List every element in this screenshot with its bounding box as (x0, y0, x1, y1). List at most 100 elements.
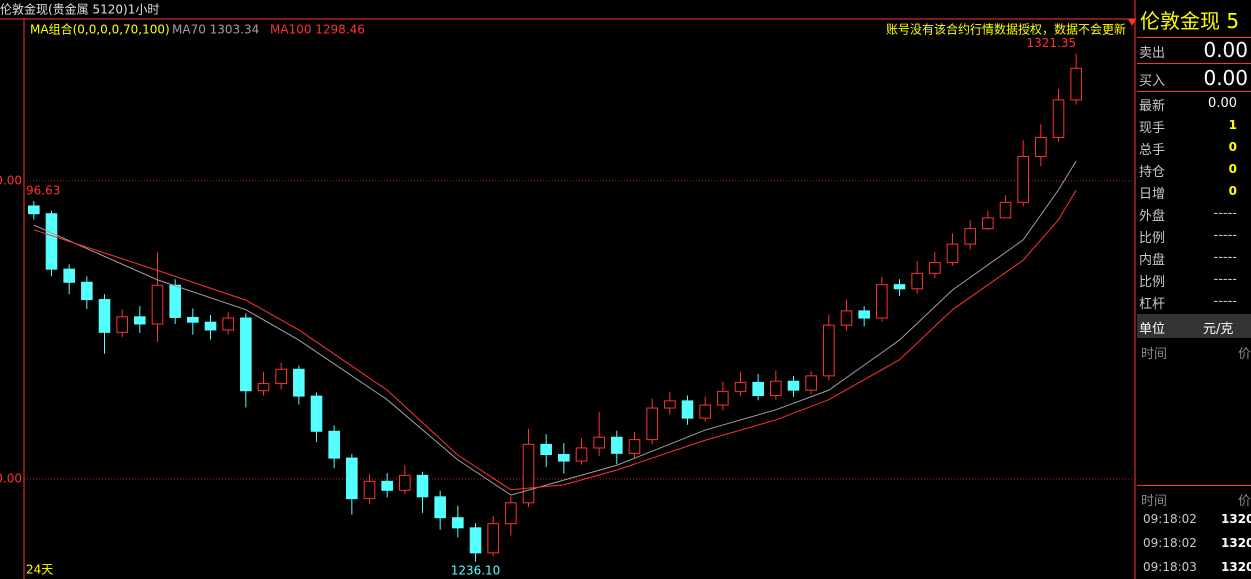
value: ----- (1213, 294, 1237, 309)
candle-body (116, 316, 128, 333)
candle-body (399, 474, 411, 491)
candle-body (876, 284, 888, 319)
label: 比例 (1139, 231, 1166, 246)
candle-body (28, 205, 40, 215)
candle-body (593, 436, 605, 449)
candle-body (717, 390, 729, 406)
tick-time: 09:18:02 (1143, 512, 1197, 526)
candle-body (222, 317, 234, 331)
label: 比例 (1139, 275, 1166, 290)
low-label: 1236.10 (451, 563, 501, 577)
value: ----- (1213, 250, 1237, 265)
candle-body (134, 316, 146, 325)
candle-body (81, 281, 93, 301)
candle-body (734, 381, 747, 392)
candle-body (346, 457, 358, 500)
candle-body (858, 310, 870, 319)
candle-body (505, 502, 517, 525)
label: 买入 (1139, 74, 1166, 89)
candle-body (522, 443, 535, 504)
value: 元/克 (1203, 322, 1234, 337)
header: 时间 (1141, 494, 1168, 509)
divider (1137, 91, 1251, 92)
candle-body (1017, 155, 1029, 203)
legend: MA组合(0,0,0,0,70,100) (30, 22, 170, 37)
panel-title: 伦敦金现 5 (1140, 9, 1240, 33)
header: 价 (1238, 494, 1251, 509)
marker (1128, 19, 1136, 26)
value: 0 (1228, 162, 1237, 176)
candle-body (240, 317, 252, 392)
label: 日增 (1139, 187, 1166, 202)
candle-body (310, 395, 323, 432)
chart: 伦敦金现(贵金属 5120)1小时 MA组合(0,0,0,0,70,100) M… (0, 0, 1136, 579)
candle-body (964, 228, 976, 245)
divider (1137, 37, 1251, 38)
label: 内盘 (1139, 253, 1166, 268)
candle-body (752, 381, 764, 397)
tick-price: 1320. (1221, 512, 1251, 526)
value: 0.00 (1203, 38, 1248, 62)
unit-row (1137, 314, 1251, 338)
value: 0.00 (1203, 66, 1248, 90)
label: 外盘 (1139, 209, 1166, 224)
value: ----- (1213, 272, 1237, 287)
candle-body (911, 272, 923, 290)
candle-body (787, 380, 800, 391)
candle-body (1052, 99, 1065, 138)
label: 卖出 (1139, 46, 1166, 61)
candle-body (1070, 67, 1082, 101)
value: 1 (1228, 118, 1237, 132)
candle-body (275, 368, 287, 385)
tick-price: 1320. (1221, 560, 1251, 574)
candle-body (681, 400, 694, 419)
label: 现手 (1139, 121, 1166, 136)
candle-body (151, 284, 164, 325)
label: 单位 (1139, 322, 1166, 337)
legend: MA100 1298.46 (270, 23, 365, 37)
candle-body (946, 243, 959, 264)
divider (1137, 485, 1251, 486)
candle-body (169, 284, 181, 318)
candle-body (63, 268, 75, 283)
candle-body (805, 375, 817, 391)
candle-body (628, 439, 641, 454)
candle-body (929, 262, 941, 274)
annotation: 96.63 (26, 184, 60, 198)
candle-body (558, 454, 570, 462)
ma-line (33, 189, 1077, 491)
candle-body (823, 324, 835, 377)
legend: MA70 1303.34 (172, 23, 259, 37)
label: 杠杆 (1139, 297, 1166, 312)
tick-time: 09:18:03 (1143, 560, 1197, 574)
candle-body (770, 380, 782, 397)
candle-body (452, 517, 464, 529)
candle-body (540, 443, 552, 456)
label: 持仓 (1139, 165, 1166, 180)
y-tick-label: 1250.00 (0, 471, 22, 485)
value: 0.00 (1208, 96, 1237, 111)
candle-body (434, 496, 446, 519)
label: 总手 (1139, 143, 1166, 158)
candle-body (469, 527, 482, 554)
candle-body (840, 310, 853, 326)
tick-price: 1320. (1221, 536, 1251, 550)
divider (1137, 63, 1251, 64)
ma-line (33, 160, 1077, 496)
candle-body (575, 447, 588, 462)
header: 价 (1238, 347, 1251, 362)
chart-title: 伦敦金现(贵金属 5120)1小时 (0, 2, 159, 17)
value: ----- (1213, 206, 1237, 221)
candle-body (664, 400, 676, 409)
high-label: 1321.35 (1027, 36, 1077, 50)
label: 最新 (1139, 99, 1166, 114)
candle-body (1035, 136, 1047, 157)
candle-body (45, 213, 58, 270)
period-label: 24天 (26, 563, 53, 577)
candle-body (611, 436, 623, 454)
candle-body (416, 474, 429, 498)
candle-body (363, 480, 376, 500)
value: 0 (1228, 184, 1237, 198)
candle-body (328, 430, 340, 459)
